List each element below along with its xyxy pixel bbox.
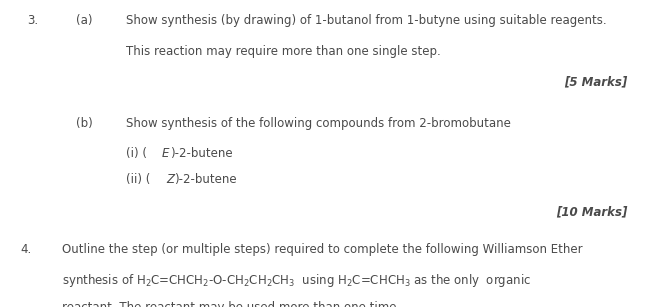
Text: [10 Marks]: [10 Marks]: [556, 206, 627, 219]
Text: (i) (: (i) (: [126, 147, 147, 160]
Text: reactant. The reactant may be used more than one time.: reactant. The reactant may be used more …: [62, 301, 400, 307]
Text: Show synthesis of the following compounds from 2-bromobutane: Show synthesis of the following compound…: [126, 117, 511, 130]
Text: 4.: 4.: [21, 243, 32, 255]
Text: )-2-butene: )-2-butene: [174, 173, 237, 186]
Text: This reaction may require more than one single step.: This reaction may require more than one …: [126, 45, 441, 57]
Text: (b): (b): [76, 117, 93, 130]
Text: synthesis of H$_2$C=CHCH$_2$-O-CH$_2$CH$_2$CH$_3$  using H$_2$C=CHCH$_3$ as the : synthesis of H$_2$C=CHCH$_2$-O-CH$_2$CH$…: [62, 272, 531, 289]
Text: Z: Z: [167, 173, 174, 186]
Text: )-2-butene: )-2-butene: [170, 147, 233, 160]
Text: (ii) (: (ii) (: [126, 173, 151, 186]
Text: Outline the step (or multiple steps) required to complete the following Williams: Outline the step (or multiple steps) req…: [62, 243, 582, 255]
Text: (a): (a): [76, 14, 93, 27]
Text: [5 Marks]: [5 Marks]: [564, 75, 627, 88]
Text: E: E: [162, 147, 169, 160]
Text: Show synthesis (by drawing) of 1-butanol from 1-butyne using suitable reagents.: Show synthesis (by drawing) of 1-butanol…: [126, 14, 607, 27]
Text: 3.: 3.: [27, 14, 38, 27]
